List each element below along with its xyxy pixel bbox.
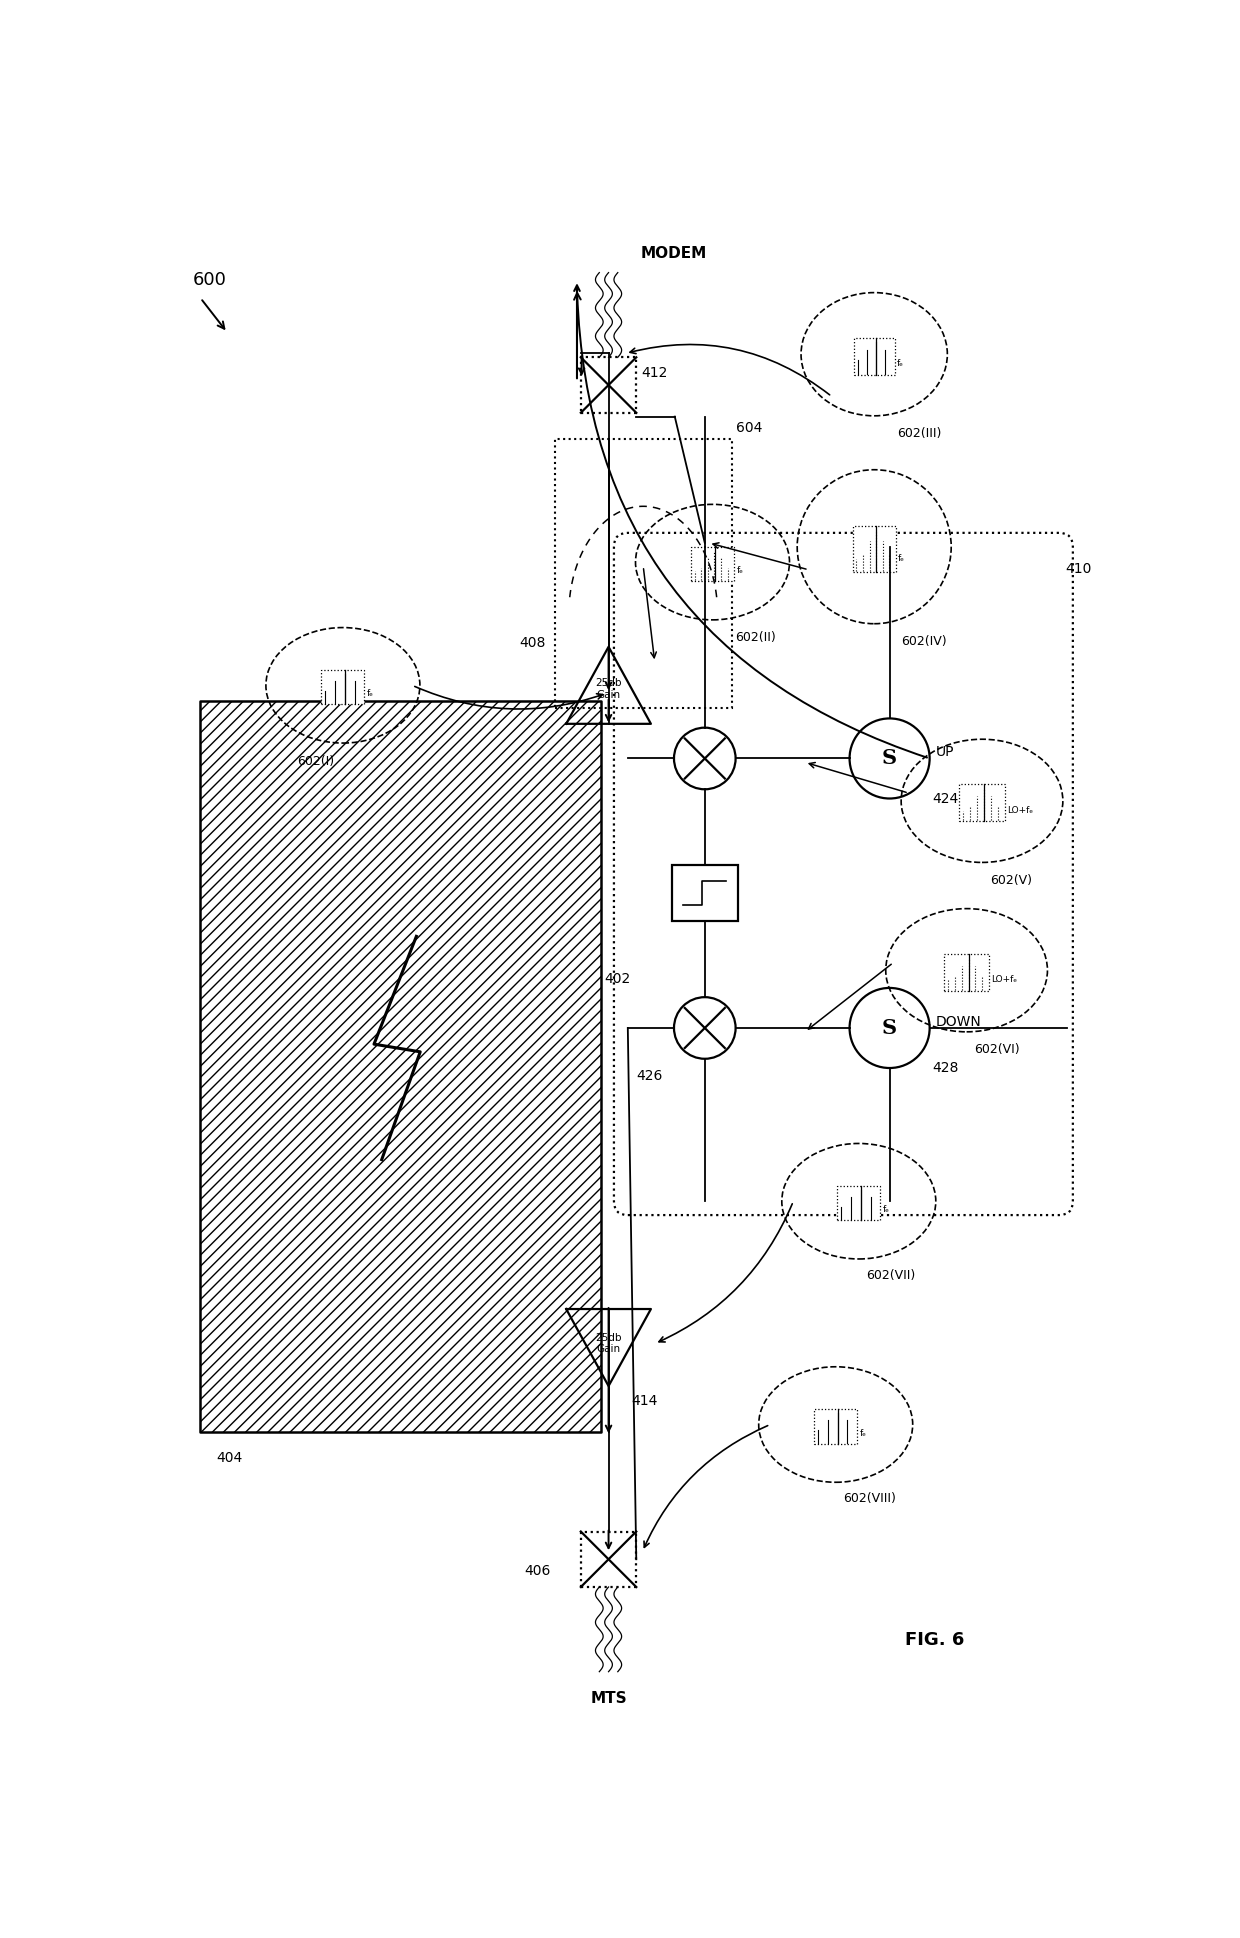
Text: 428: 428 <box>932 1060 959 1076</box>
Text: fₑ: fₑ <box>367 690 373 698</box>
Bar <box>580 357 636 413</box>
Text: 600: 600 <box>192 271 227 289</box>
Text: 426: 426 <box>636 1068 662 1083</box>
Bar <box>853 525 895 572</box>
Text: 604: 604 <box>735 421 761 434</box>
Text: 424: 424 <box>932 791 959 806</box>
Text: S: S <box>882 748 898 769</box>
Bar <box>853 337 895 374</box>
Text: 602(I): 602(I) <box>296 754 334 767</box>
Text: 25db
Gain: 25db Gain <box>595 1333 621 1355</box>
Text: fₑ: fₑ <box>737 566 743 576</box>
Text: 404: 404 <box>216 1452 242 1465</box>
Text: 402: 402 <box>605 971 631 986</box>
Bar <box>944 953 990 990</box>
Text: 602(II): 602(II) <box>735 632 776 645</box>
Bar <box>837 1186 880 1221</box>
Text: LO+fₑ: LO+fₑ <box>1007 806 1033 814</box>
Text: 412: 412 <box>641 366 667 380</box>
Text: 25db
Gain: 25db Gain <box>595 678 621 700</box>
Bar <box>815 1409 857 1444</box>
Bar <box>960 785 1004 822</box>
Text: 414: 414 <box>631 1395 658 1409</box>
Text: MTS: MTS <box>590 1692 627 1705</box>
Text: DOWN: DOWN <box>936 1016 982 1029</box>
Text: fₑ: fₑ <box>898 554 905 562</box>
Text: 602(IV): 602(IV) <box>901 636 947 649</box>
Bar <box>201 702 601 1432</box>
Text: 602(VI): 602(VI) <box>975 1043 1021 1056</box>
Text: fₑ: fₑ <box>883 1205 889 1215</box>
Bar <box>554 438 732 709</box>
Text: FIG. 6: FIG. 6 <box>905 1632 965 1649</box>
Text: fₑ: fₑ <box>859 1428 867 1438</box>
Text: 602(V): 602(V) <box>990 874 1032 888</box>
Bar <box>580 1531 636 1587</box>
Bar <box>691 547 734 581</box>
Bar <box>672 866 738 921</box>
Text: 602(VII): 602(VII) <box>867 1269 916 1281</box>
Text: MODEM: MODEM <box>641 246 707 262</box>
Text: 410: 410 <box>1065 562 1091 576</box>
Bar <box>321 671 365 703</box>
Text: UP: UP <box>936 746 955 760</box>
Text: 602(VIII): 602(VIII) <box>843 1492 897 1506</box>
Text: S: S <box>882 1017 898 1039</box>
Text: 602(III): 602(III) <box>898 428 941 440</box>
Text: fₑ: fₑ <box>897 359 904 368</box>
Text: 408: 408 <box>520 636 546 649</box>
Text: LO+fₑ: LO+fₑ <box>992 975 1018 985</box>
Text: 406: 406 <box>523 1564 551 1578</box>
